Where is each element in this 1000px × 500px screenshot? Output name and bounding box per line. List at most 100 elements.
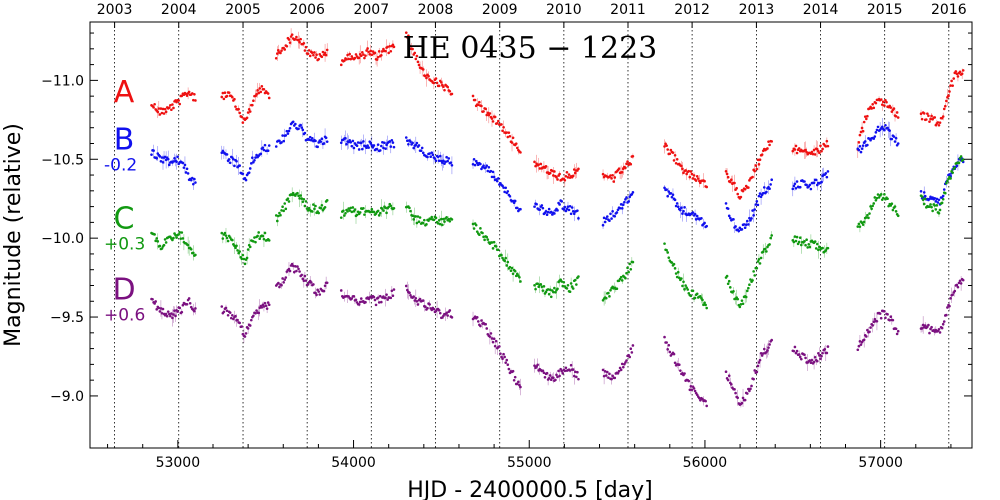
- data-point: [185, 302, 189, 306]
- data-point: [194, 99, 197, 102]
- data-point: [631, 344, 635, 347]
- data-point: [175, 100, 178, 104]
- data-point: [732, 289, 735, 293]
- data-point: [877, 196, 881, 199]
- data-point: [505, 358, 509, 362]
- data-point: [361, 50, 364, 54]
- data-point: [814, 178, 818, 182]
- data-point: [497, 248, 500, 252]
- data-point: [512, 378, 516, 382]
- data-point: [164, 158, 168, 162]
- data-point: [414, 296, 418, 300]
- data-point: [893, 205, 897, 208]
- data-point: [497, 177, 500, 180]
- data-point: [607, 376, 610, 379]
- data-point: [317, 57, 320, 61]
- data-point: [533, 205, 536, 208]
- data-point: [961, 69, 965, 72]
- top-year-label: 2011: [610, 2, 646, 18]
- data-point: [371, 50, 375, 53]
- data-point: [747, 223, 750, 226]
- data-point: [869, 138, 872, 142]
- data-point: [577, 167, 580, 171]
- data-point: [350, 210, 354, 214]
- data-point: [741, 302, 745, 306]
- data-point: [749, 387, 752, 391]
- data-point: [277, 281, 280, 285]
- data-point: [171, 238, 174, 242]
- data-point: [740, 228, 744, 231]
- data-point: [821, 351, 824, 355]
- data-point: [362, 53, 365, 56]
- data-point: [473, 163, 477, 167]
- data-point: [949, 297, 952, 300]
- data-point: [796, 242, 800, 246]
- data-point: [615, 211, 619, 214]
- data-point: [885, 100, 888, 104]
- data-point: [376, 143, 380, 146]
- data-point: [474, 159, 478, 163]
- data-point: [808, 245, 812, 249]
- data-point: [863, 140, 867, 143]
- data-point: [282, 209, 285, 213]
- data-point: [537, 163, 540, 166]
- data-point: [882, 100, 885, 104]
- data-point: [324, 136, 328, 140]
- data-point: [670, 195, 674, 199]
- data-point: [679, 369, 682, 372]
- data-point: [258, 237, 262, 241]
- data-point: [429, 155, 432, 158]
- data-point: [941, 194, 945, 198]
- data-point: [896, 329, 900, 333]
- data-point: [171, 103, 174, 106]
- data-point: [345, 58, 348, 61]
- data-point: [571, 174, 575, 178]
- data-point: [951, 293, 954, 297]
- data-point: [507, 367, 511, 371]
- data-point: [547, 292, 551, 296]
- data-point: [884, 123, 887, 127]
- data-point: [234, 314, 237, 318]
- data-point: [537, 285, 540, 288]
- series-b-points: [150, 117, 965, 234]
- data-point: [626, 266, 629, 270]
- data-point: [359, 54, 363, 58]
- data-point: [665, 188, 668, 191]
- data-point: [536, 363, 539, 367]
- data-point: [175, 236, 178, 239]
- data-point: [416, 303, 420, 306]
- data-point: [306, 52, 310, 55]
- data-point: [249, 162, 253, 165]
- data-point: [683, 288, 686, 291]
- data-point: [768, 243, 771, 246]
- data-point: [725, 172, 729, 176]
- data-point: [736, 297, 740, 301]
- data-point: [492, 175, 496, 179]
- data-point: [192, 182, 195, 186]
- data-point: [868, 212, 871, 215]
- data-point: [156, 110, 160, 114]
- data-point: [941, 197, 945, 201]
- data-point: [920, 195, 924, 198]
- data-point: [423, 218, 426, 222]
- data-point: [682, 209, 685, 213]
- data-point: [307, 49, 311, 52]
- data-point: [370, 53, 374, 57]
- data-point: [377, 301, 381, 304]
- data-point: [669, 148, 673, 152]
- data-point: [277, 49, 280, 52]
- data-point: [161, 307, 165, 311]
- year-gridlines: [114, 22, 950, 448]
- data-point: [953, 289, 957, 293]
- data-point: [254, 240, 257, 244]
- data-point: [480, 319, 483, 322]
- data-point: [862, 338, 866, 342]
- data-point: [817, 248, 820, 252]
- data-point: [373, 298, 377, 302]
- data-point: [888, 318, 891, 322]
- data-point: [421, 151, 425, 155]
- data-point: [236, 249, 239, 252]
- data-point: [872, 320, 876, 324]
- data-point: [408, 44, 411, 47]
- data-point: [876, 193, 880, 196]
